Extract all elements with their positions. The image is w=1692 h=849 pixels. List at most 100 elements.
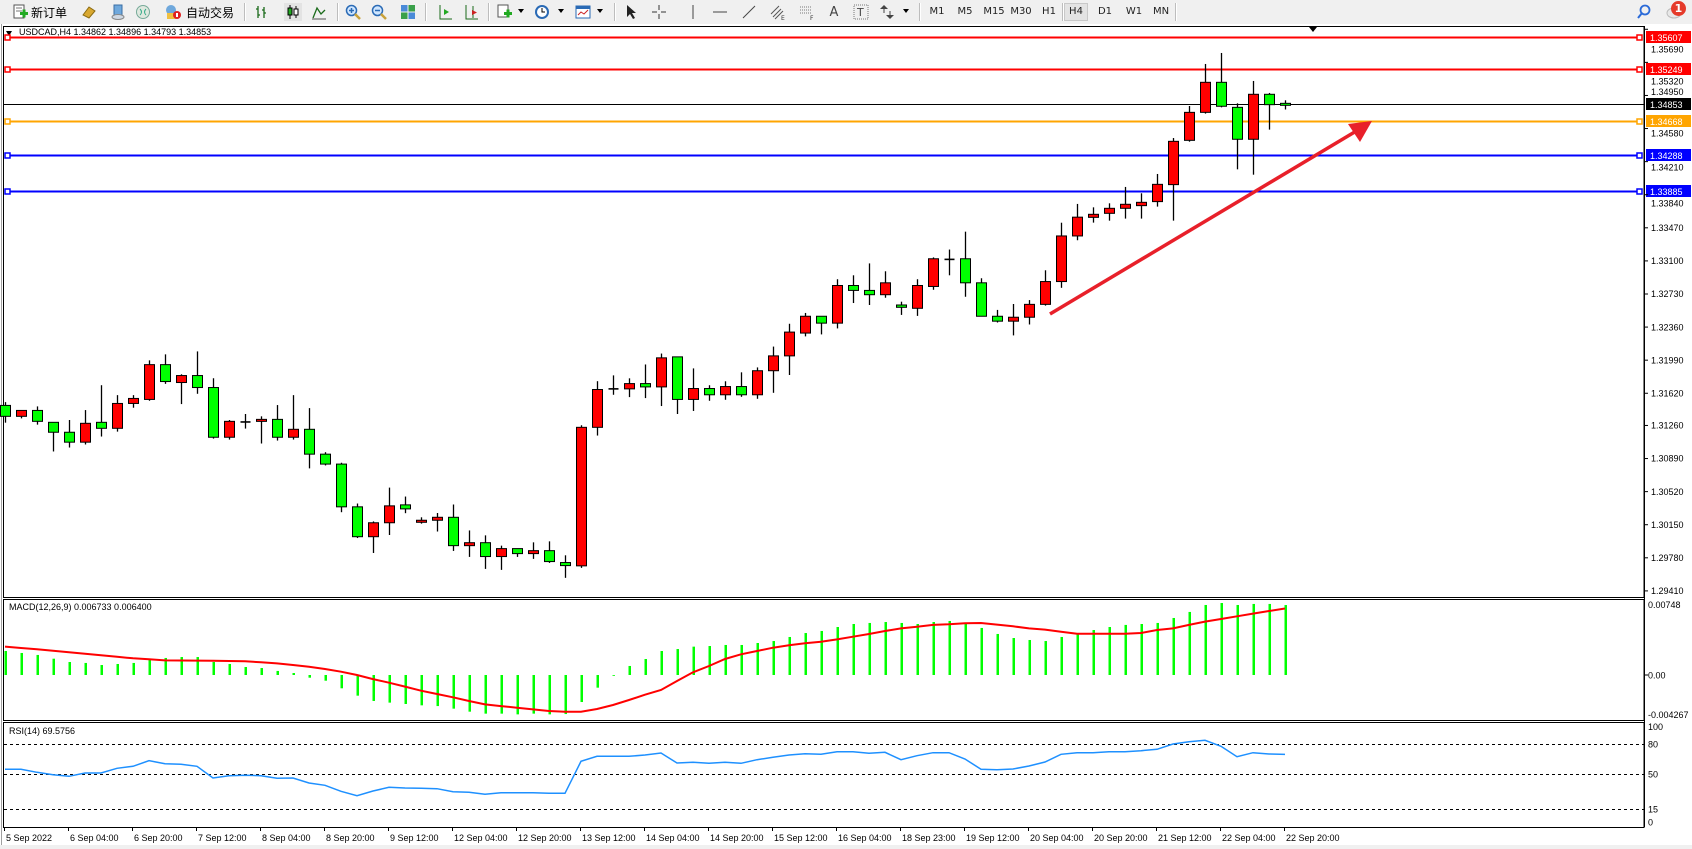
chart-shift-icon[interactable] bbox=[463, 3, 479, 21]
candle-body bbox=[336, 463, 347, 508]
macd-tick-label: 0.00 bbox=[1648, 671, 1666, 681]
candle bbox=[800, 312, 811, 337]
macd-histogram-bar bbox=[4, 651, 7, 675]
macd-histogram-bar bbox=[516, 675, 519, 715]
tile-windows-icon[interactable] bbox=[400, 3, 416, 21]
text-label-icon[interactable]: T bbox=[853, 3, 869, 21]
search-icon[interactable] bbox=[1636, 3, 1652, 21]
macd-panel[interactable]: MACD(12,26,9) 0.006733 0.006400 bbox=[4, 602, 1288, 715]
macd-histogram-bar bbox=[1220, 603, 1223, 675]
candle bbox=[160, 354, 171, 384]
arrows-dropdown-arrow[interactable] bbox=[903, 9, 909, 13]
fibonacci-fan-icon[interactable]: F bbox=[799, 3, 815, 21]
candle bbox=[320, 452, 331, 466]
timeframe-h4[interactable]: H4 bbox=[1064, 3, 1088, 21]
candle-body bbox=[112, 402, 123, 429]
crosshair-icon[interactable] bbox=[651, 3, 667, 21]
timeframe-h1[interactable]: H1 bbox=[1042, 6, 1056, 17]
new-order-button[interactable]: 新订单 bbox=[31, 5, 68, 20]
indicators-icon[interactable] bbox=[497, 3, 513, 21]
fibonacci-channel-icon[interactable]: E bbox=[770, 3, 786, 21]
toolbar-separator bbox=[614, 3, 616, 21]
horizontal-line-icon[interactable] bbox=[712, 3, 728, 21]
text-icon[interactable]: A bbox=[829, 4, 839, 20]
candle-body bbox=[256, 418, 267, 422]
macd-histogram-bar bbox=[292, 673, 295, 675]
candle-body bbox=[688, 388, 699, 400]
indicators-dropdown-arrow[interactable] bbox=[518, 9, 524, 13]
candle bbox=[384, 487, 395, 536]
macd-histogram-bar bbox=[980, 627, 983, 675]
macd-histogram-bar bbox=[84, 662, 87, 675]
trendline-icon[interactable] bbox=[741, 3, 757, 21]
bar-chart-icon[interactable] bbox=[253, 3, 269, 21]
new-order-icon[interactable] bbox=[12, 3, 28, 21]
auto-scroll-icon[interactable] bbox=[437, 3, 453, 21]
vertical-line-icon[interactable] bbox=[686, 3, 700, 21]
candle-body bbox=[816, 315, 827, 324]
macd-histogram-bar bbox=[996, 633, 999, 675]
timeframe-m5[interactable]: M5 bbox=[957, 6, 973, 17]
time-tick-label: 12 Sep 04:00 bbox=[454, 833, 508, 843]
price-tick-label: 1.34580 bbox=[1651, 129, 1684, 139]
gold-bars-icon[interactable] bbox=[81, 3, 97, 21]
candle bbox=[816, 315, 827, 335]
candle bbox=[432, 513, 443, 532]
level-anchor-handle bbox=[1636, 118, 1643, 125]
macd-histogram-bar bbox=[404, 675, 407, 704]
main-price-panel[interactable]: USDCAD,H4 1.34862 1.34896 1.34793 1.3485… bbox=[0, 27, 1645, 578]
rsi-tick-label: 50 bbox=[1648, 770, 1658, 780]
candle bbox=[400, 496, 411, 514]
candle bbox=[784, 323, 795, 376]
candle bbox=[848, 275, 859, 304]
candle-body bbox=[1056, 235, 1067, 283]
timeframe-w1[interactable]: W1 bbox=[1125, 6, 1143, 17]
rsi-panel[interactable]: RSI(14) 69.5756 bbox=[4, 726, 1644, 810]
zoom-out-icon[interactable] bbox=[371, 3, 387, 21]
candle bbox=[64, 419, 75, 448]
macd-histogram-bar bbox=[660, 651, 663, 675]
candle-body bbox=[480, 542, 491, 558]
templates-dropdown-arrow[interactable] bbox=[597, 9, 603, 13]
level-anchor-handle bbox=[4, 152, 11, 159]
timeframe-mn[interactable]: MN bbox=[1152, 6, 1170, 17]
candle bbox=[1104, 203, 1115, 221]
candlestick-icon[interactable] bbox=[284, 3, 302, 21]
candle-body bbox=[400, 504, 411, 510]
candle bbox=[1120, 186, 1131, 219]
periods-dropdown-arrow[interactable] bbox=[558, 9, 564, 13]
candle-body bbox=[1216, 81, 1227, 107]
candle bbox=[880, 271, 891, 298]
macd-histogram-bar bbox=[164, 657, 167, 675]
macd-tick-label: 0.00748 bbox=[1648, 600, 1681, 610]
cursor-icon[interactable] bbox=[624, 3, 638, 21]
auto-trading-icon[interactable] bbox=[164, 3, 182, 21]
signals-icon[interactable] bbox=[135, 3, 151, 21]
timeframe-m30[interactable]: M30 bbox=[1010, 6, 1032, 17]
arrows-icon[interactable] bbox=[879, 3, 895, 21]
candle-body bbox=[752, 370, 763, 396]
zoom-in-icon[interactable] bbox=[345, 3, 361, 21]
level-anchor-handle bbox=[1636, 34, 1643, 41]
templates-icon[interactable] bbox=[575, 3, 591, 21]
macd-histogram-bar bbox=[244, 667, 247, 675]
macd-histogram-bar bbox=[1252, 603, 1255, 675]
line-chart-icon[interactable] bbox=[311, 3, 327, 21]
notification-icon[interactable]: 1 bbox=[1666, 1, 1686, 21]
auto-trading-button[interactable]: 自动交易 bbox=[186, 5, 235, 20]
time-axis: 5 Sep 2022 6 Sep 04:00 6 Sep 20:00 7 Sep 12… bbox=[4, 827, 1340, 843]
toolbar-separator bbox=[425, 3, 427, 21]
periods-clock-icon[interactable] bbox=[534, 3, 550, 21]
history-center-icon[interactable] bbox=[110, 3, 126, 21]
macd-histogram-bar bbox=[1204, 604, 1207, 675]
candle bbox=[1056, 222, 1067, 288]
timeframe-m15[interactable]: M15 bbox=[983, 6, 1005, 17]
timeframe-d1[interactable]: D1 bbox=[1097, 6, 1113, 17]
candle bbox=[112, 395, 123, 432]
candle-body bbox=[208, 387, 219, 438]
candle bbox=[208, 378, 219, 439]
timeframe-m1[interactable]: M1 bbox=[929, 6, 945, 17]
price-axis[interactable]: 1.35607 1.35249 1.34668 1.34288 1.33885 1.348… bbox=[1644, 24, 1692, 845]
chart-window[interactable]: USDCAD,H4 1.34862 1.34896 1.34793 1.3485… bbox=[0, 24, 1692, 849]
price-tick-label: 1.29410 bbox=[1651, 586, 1684, 596]
